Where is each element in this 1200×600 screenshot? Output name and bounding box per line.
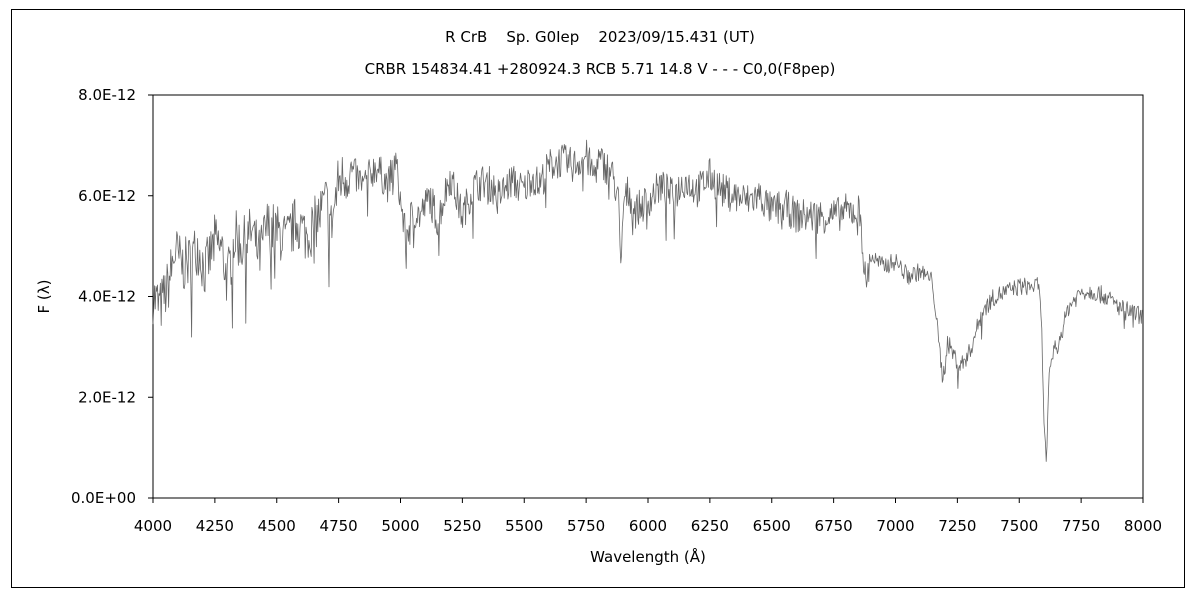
y-tick-label: 6.0E-12 xyxy=(78,187,136,205)
y-tick-label: 0.0E+00 xyxy=(71,489,136,507)
chart-frame xyxy=(11,9,1185,588)
x-tick-label: 7750 xyxy=(1062,517,1100,535)
x-tick-label: 4750 xyxy=(320,517,358,535)
chart-subtitle: CRBR 154834.41 +280924.3 RCB 5.71 14.8 V… xyxy=(364,60,836,78)
x-tick-label: 5250 xyxy=(443,517,481,535)
y-tick-label: 4.0E-12 xyxy=(78,288,136,306)
x-tick-label: 7500 xyxy=(1000,517,1038,535)
x-tick-label: 7250 xyxy=(938,517,976,535)
x-tick-label: 4250 xyxy=(196,517,234,535)
x-tick-label: 4000 xyxy=(134,517,172,535)
x-tick-label: 6500 xyxy=(753,517,791,535)
x-tick-label: 5500 xyxy=(505,517,543,535)
x-tick-label: 5750 xyxy=(567,517,605,535)
x-tick-label: 6250 xyxy=(691,517,729,535)
x-tick-label: 7000 xyxy=(876,517,914,535)
series-line xyxy=(152,139,1143,462)
y-tick-label: 2.0E-12 xyxy=(78,388,136,406)
x-tick-label: 6750 xyxy=(815,517,853,535)
x-tick-label: 8000 xyxy=(1124,517,1162,535)
x-axis: 4000 4250 4500 4750 5000 5250 5500 5750 6000 6250… xyxy=(134,498,1162,535)
y-axis: 0.0E+00 2.0E-12 4.0E-12 6.0E-12 8.0E-12 xyxy=(71,86,153,507)
x-tick-label: 4500 xyxy=(258,517,296,535)
y-tick-label: 8.0E-12 xyxy=(78,86,136,104)
plot-area xyxy=(152,94,1144,499)
x-tick-label: 5000 xyxy=(381,517,419,535)
chart-title: R CrB Sp. G0Iep 2023/09/15.431 (UT) xyxy=(445,28,755,46)
y-axis-label: F (λ) xyxy=(35,280,53,314)
x-axis-label: Wavelength (Å) xyxy=(590,547,706,566)
x-tick-label: 6000 xyxy=(629,517,667,535)
